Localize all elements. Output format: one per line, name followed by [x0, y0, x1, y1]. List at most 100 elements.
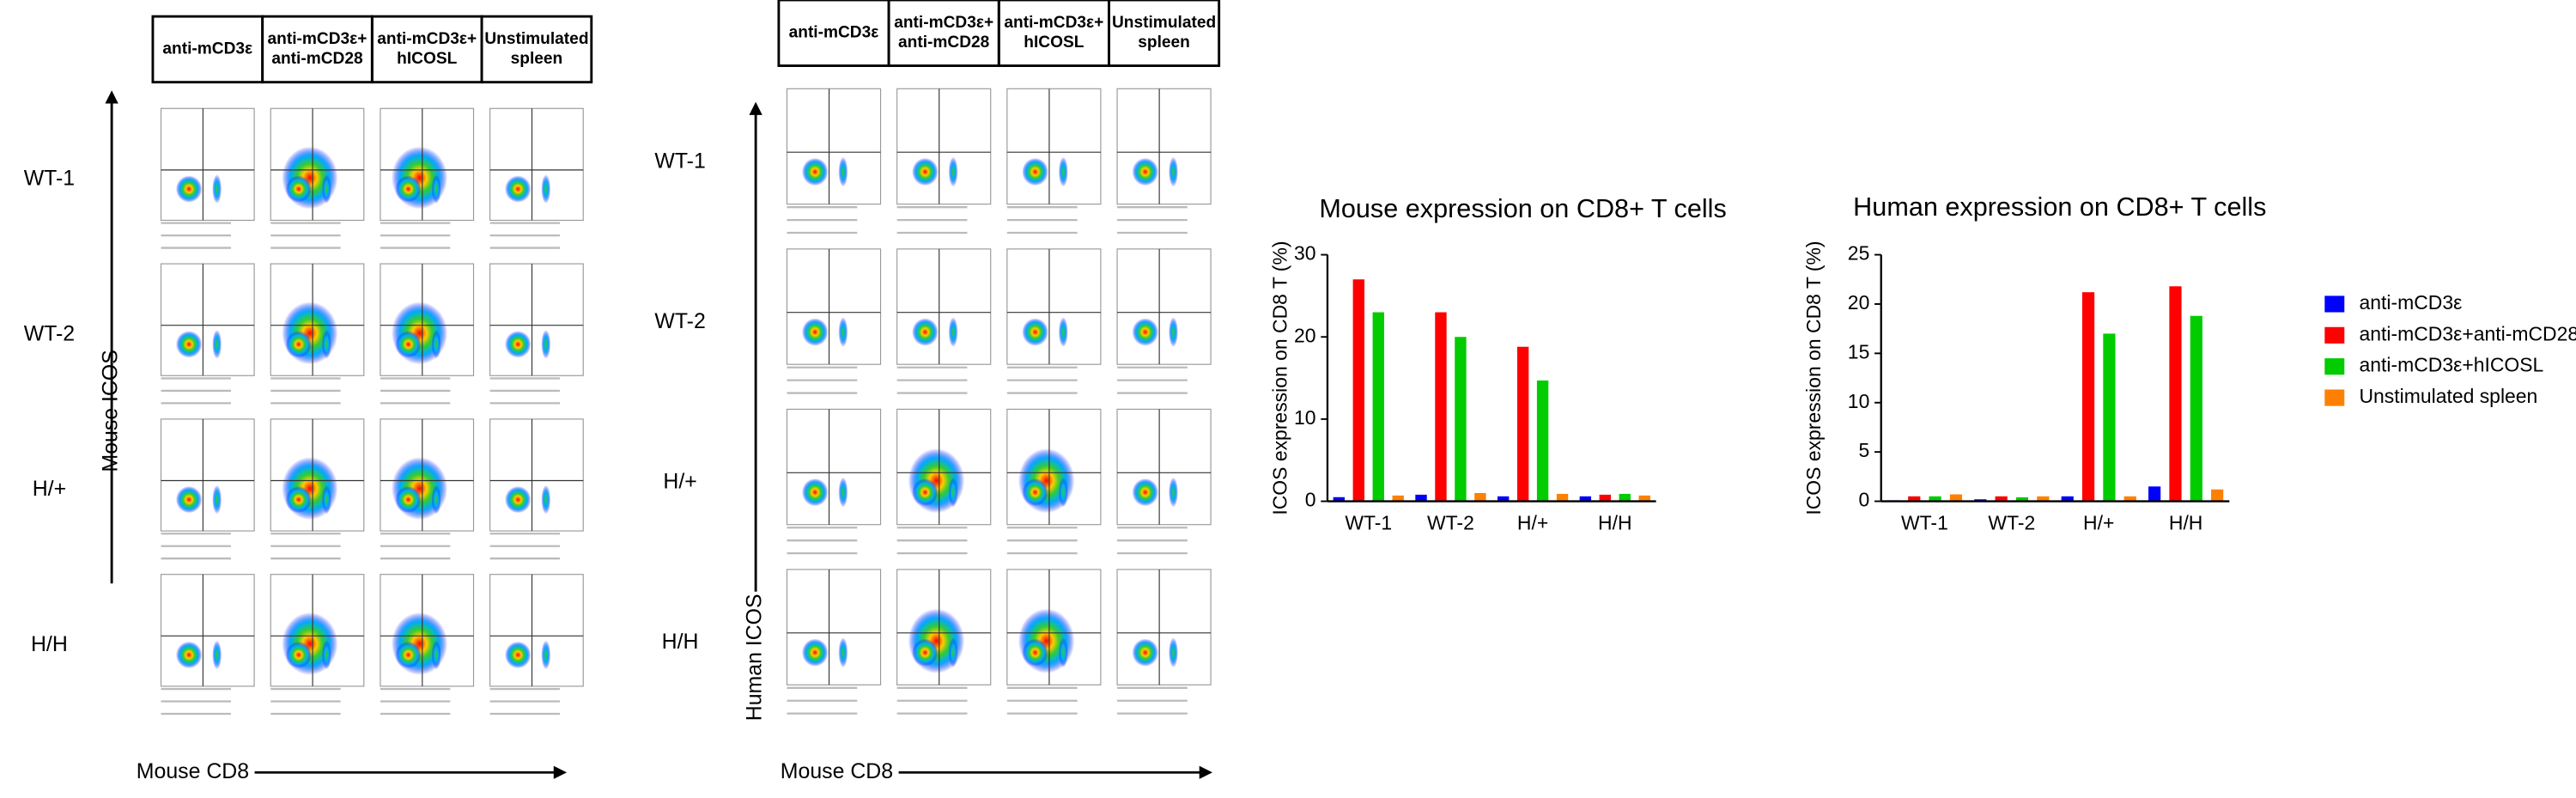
bar: [1579, 496, 1592, 502]
y-tick-label: 20: [1848, 291, 1870, 314]
bar: [1619, 493, 1631, 502]
flow-population: [395, 331, 422, 358]
flow-population: [285, 641, 312, 669]
header-text: anti-mCD3ε+: [377, 30, 477, 48]
header-cell: [1108, 0, 1221, 67]
flow-population: [801, 157, 829, 186]
x-tick-label: WT-2: [1988, 511, 2035, 533]
arrow-head: [553, 765, 568, 779]
flow-population: [175, 641, 203, 669]
flow-population: [838, 317, 848, 348]
flow-population: [1058, 637, 1068, 668]
y-tick-label: 0: [1859, 489, 1870, 511]
row-label: WT-1: [654, 149, 705, 174]
flow-population: [395, 175, 422, 203]
flow-population: [948, 156, 958, 187]
row-label: H/+: [663, 470, 696, 494]
flow-population: [321, 484, 331, 515]
arrow-head: [105, 90, 118, 104]
bar: [2061, 496, 2074, 502]
chart-title: Mouse expression on CD8+ T cells: [1319, 194, 1726, 223]
header-text: Unstimulated: [1112, 14, 1216, 32]
flow-population: [912, 478, 939, 507]
row-label: H/+: [33, 477, 66, 501]
bar: [1435, 312, 1447, 502]
flow-population: [1058, 477, 1068, 508]
flow-population: [1132, 478, 1159, 507]
bar: [1455, 337, 1467, 502]
flow-plot: [786, 88, 882, 205]
y-tick-label: 0: [1305, 489, 1316, 511]
bar: [1908, 496, 1921, 502]
flow-population: [285, 175, 312, 203]
y-tick-label: 25: [1848, 242, 1870, 265]
flow-plot: [786, 408, 882, 526]
flow-population: [912, 318, 939, 346]
flow-population: [1169, 637, 1178, 668]
flow-population: [1058, 317, 1068, 348]
y-tick-label: 10: [1848, 390, 1870, 412]
x-axis-label: Mouse CD8: [137, 759, 249, 783]
legend-label: anti-mCD3ε: [2359, 291, 2462, 314]
arrow-head: [749, 101, 762, 115]
flow-population: [1022, 478, 1048, 507]
flow-population: [801, 478, 829, 507]
header-text: Unstimulated: [484, 30, 588, 48]
y-tick-label: 20: [1294, 324, 1316, 346]
bar: [2190, 315, 2202, 502]
flow-population: [1132, 157, 1159, 186]
bar: [1949, 494, 1963, 502]
flow-population: [285, 331, 312, 358]
flow-population: [1022, 157, 1048, 186]
y-axis-label: Mouse ICOS: [99, 350, 123, 472]
legend-swatch: [2324, 389, 2345, 406]
legend-swatch: [2324, 358, 2345, 375]
flow-population: [541, 640, 551, 670]
header-text: hICOSL: [397, 50, 457, 68]
y-axis-label: Human ICOS: [743, 594, 767, 721]
flow-population: [801, 318, 829, 346]
bar: [1929, 496, 1941, 502]
flow-population: [431, 640, 441, 670]
x-tick-label: H/H: [1598, 511, 1632, 533]
flow-population: [285, 486, 312, 514]
y-axis-label: ICOS expression on CD8 T (%): [1802, 241, 1825, 515]
bar: [1352, 279, 1364, 502]
header-text: anti-mCD3ε: [162, 40, 252, 58]
bar: [1536, 380, 1549, 502]
legend-swatch: [2324, 326, 2345, 344]
flow-plot: [489, 574, 584, 687]
x-tick-label: WT-1: [1345, 511, 1392, 533]
header-text: anti-mCD3ε+: [268, 30, 368, 48]
bar: [1995, 496, 2008, 502]
bar: [2169, 286, 2182, 502]
flow-population: [541, 329, 551, 359]
chart-title: Human expression on CD8+ T cells: [1853, 192, 2266, 222]
flow-population: [505, 175, 532, 203]
flow-plot: [1116, 408, 1212, 526]
flow-plot: [160, 574, 255, 687]
flow-plot: [160, 263, 255, 376]
flow-population: [838, 477, 848, 508]
bar: [1372, 312, 1384, 502]
legend-label: Unstimulated spleen: [2359, 385, 2537, 407]
flow-population: [321, 174, 331, 204]
flow-plot: [160, 418, 255, 532]
header-text: anti-mCD3ε: [789, 23, 879, 41]
flow-population: [1132, 638, 1159, 667]
flow-plot: [1116, 88, 1212, 205]
bar: [1497, 496, 1510, 502]
flow-population: [541, 484, 551, 515]
row-label: H/H: [662, 630, 699, 654]
flow-plot: [489, 107, 584, 222]
flow-plot: [160, 107, 255, 222]
y-tick-label: 30: [1294, 242, 1316, 265]
flow-plot: [786, 248, 882, 365]
figure-content: anti-mCD3εanti-mCD3ε+anti-mCD28anti-mCD3…: [24, 0, 2576, 783]
flow-population: [431, 174, 441, 204]
x-tick-label: H/+: [1517, 511, 1548, 533]
flow-plot: [786, 569, 882, 685]
bar: [2148, 486, 2161, 502]
row-label: WT-1: [24, 167, 75, 191]
bar: [2123, 496, 2136, 502]
